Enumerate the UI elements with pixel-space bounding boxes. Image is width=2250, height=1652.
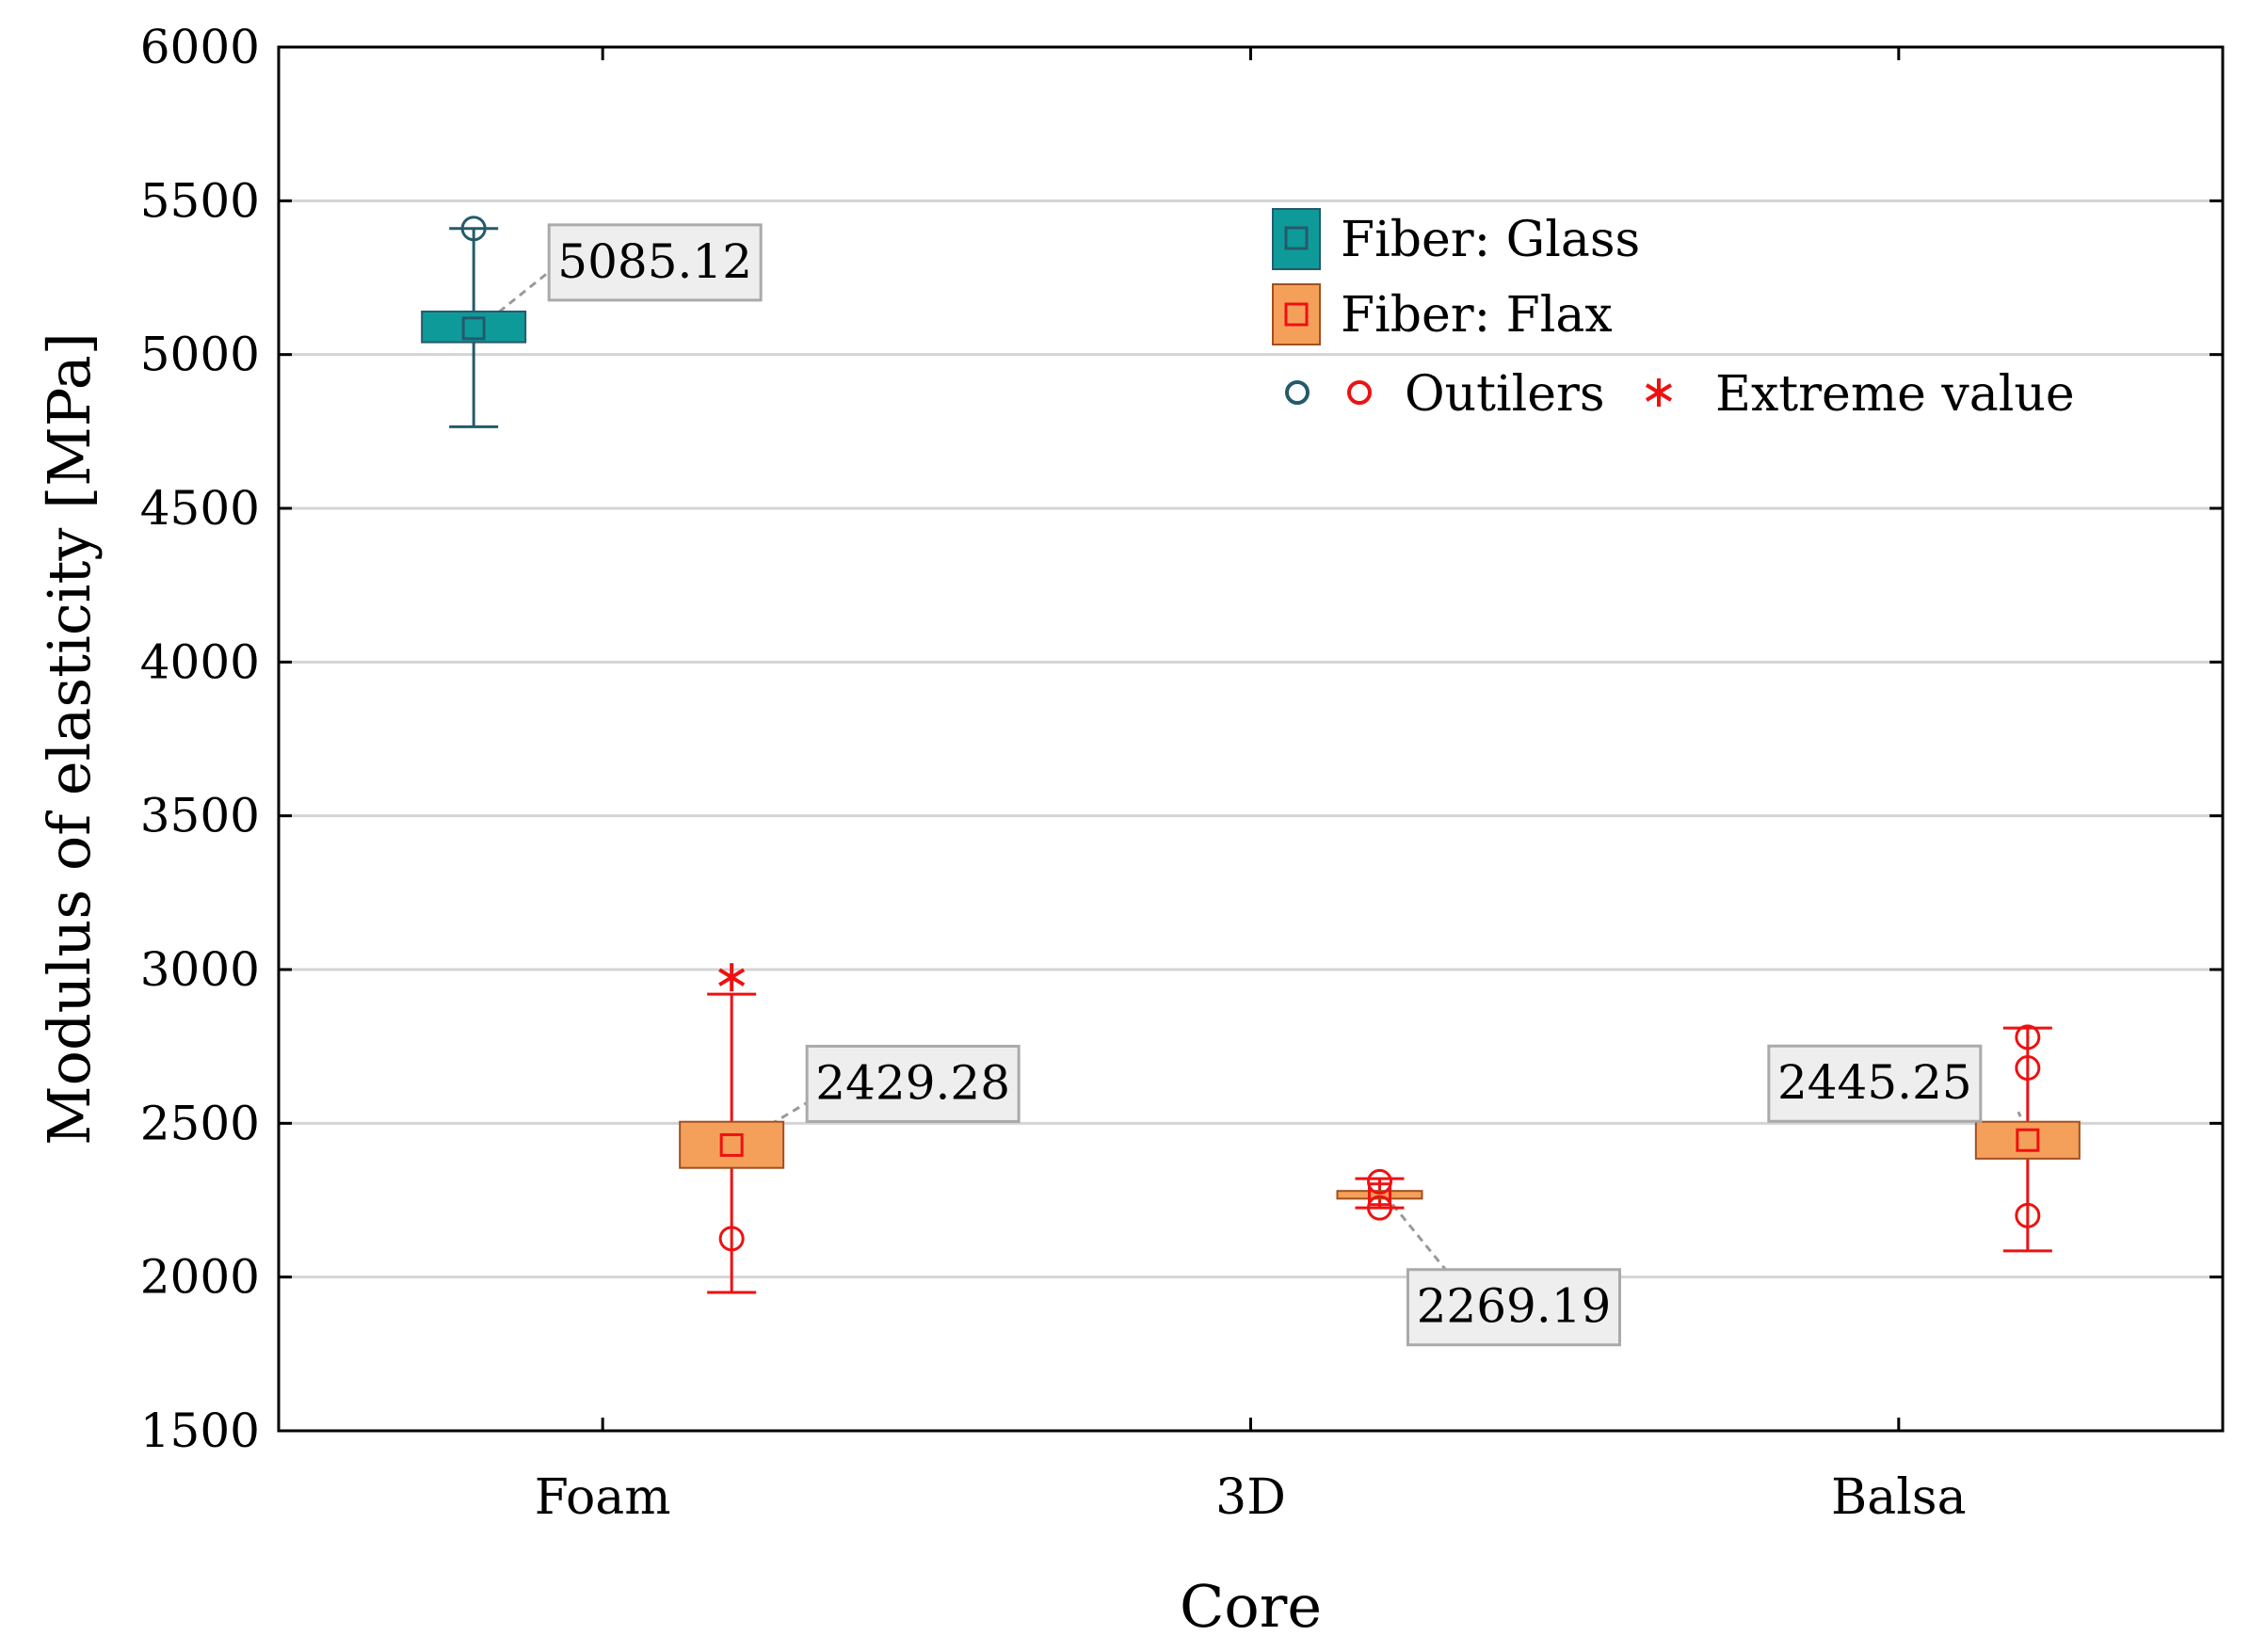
- legend-glass-marker: [1284, 226, 1309, 250]
- legend-flax-label: Fiber: Flax: [1341, 287, 1613, 344]
- x-axis-label: Core: [1180, 1572, 1322, 1641]
- outlier-point: [2015, 1202, 2041, 1228]
- legend-outliers-label: Outilers: [1405, 366, 1605, 423]
- legend-glass-label: Fiber: Glass: [1341, 212, 1640, 268]
- y-axis-label: Modulus of elasticity [MPa]: [35, 332, 104, 1146]
- box: [1336, 1190, 1423, 1200]
- y-tick-label: 5000: [140, 328, 260, 382]
- box: [421, 310, 527, 344]
- boxes: [421, 227, 2081, 1294]
- gridlines: [279, 199, 2223, 1279]
- value-labels: 5085.12 2429.28 2269.19 2445.25: [547, 223, 1983, 1347]
- y-tick-label: 3000: [140, 942, 260, 997]
- legend-flax-marker: [1284, 302, 1309, 327]
- outlier-point: [2015, 1055, 2041, 1082]
- legend-extreme-label: Extreme value: [1715, 366, 2075, 423]
- legend-glass-swatch: [1272, 208, 1321, 270]
- y-tick-label: 4000: [140, 634, 260, 689]
- legend-flax-outlier-icon: [1347, 380, 1372, 405]
- value-label: 2269.19: [1417, 1279, 1612, 1334]
- legend-glass-outlier-icon: [1285, 380, 1310, 405]
- value-label: 2429.28: [815, 1055, 1010, 1110]
- label-connector: [1383, 1193, 1447, 1271]
- value-label: 2445.25: [1777, 1055, 1972, 1110]
- y-tick-label: 5500: [140, 173, 260, 228]
- y-tick-label: 6000: [140, 20, 260, 74]
- x-tick-label: 3D: [1215, 1469, 1286, 1526]
- value-label: 5085.12: [557, 234, 752, 289]
- box: [1974, 1120, 2081, 1160]
- value-label-box: [1767, 1044, 1983, 1123]
- y-tick-label: 2000: [140, 1250, 260, 1305]
- outlier-point: [1367, 1195, 1392, 1221]
- value-label-box: [547, 223, 763, 302]
- x-tick-label: Foam: [535, 1469, 671, 1526]
- outlier-point: [2015, 1024, 2041, 1051]
- outlier-point: [718, 1226, 745, 1252]
- box-group-foam-flax: [679, 992, 785, 1294]
- median-marker: [1368, 1182, 1391, 1207]
- legend: Fiber: Glass Fiber: Flax Outilers Extrem…: [1272, 208, 2075, 423]
- extreme-stroke: [718, 968, 746, 986]
- value-label-box: [805, 1044, 1021, 1123]
- axes: 1500 2000 2500 3000 3500 4000 4500 5000 5500 6000…: [35, 20, 2223, 1641]
- y-tick-label: 3500: [140, 789, 260, 843]
- outlier-point: [1367, 1168, 1392, 1195]
- x-tick-label: Balsa: [1831, 1469, 1967, 1526]
- median-marker: [2016, 1128, 2040, 1152]
- median-marker: [719, 1132, 744, 1157]
- box-group-foam-glass: [421, 227, 527, 428]
- value-label-box: [1406, 1268, 1621, 1347]
- points: [460, 216, 2041, 1252]
- legend-extreme-icon: [1645, 378, 1673, 407]
- extreme-point: [718, 963, 746, 992]
- median-marker: [461, 316, 486, 341]
- y-tick-label: 1500: [140, 1403, 260, 1458]
- y-tick-label: 4500: [140, 481, 260, 536]
- box: [679, 1120, 785, 1169]
- box-group-balsa-flax: [1974, 1026, 2081, 1253]
- outlier-point: [460, 216, 487, 242]
- legend-flax-swatch: [1272, 283, 1321, 345]
- y-tick-label: 2500: [140, 1096, 260, 1150]
